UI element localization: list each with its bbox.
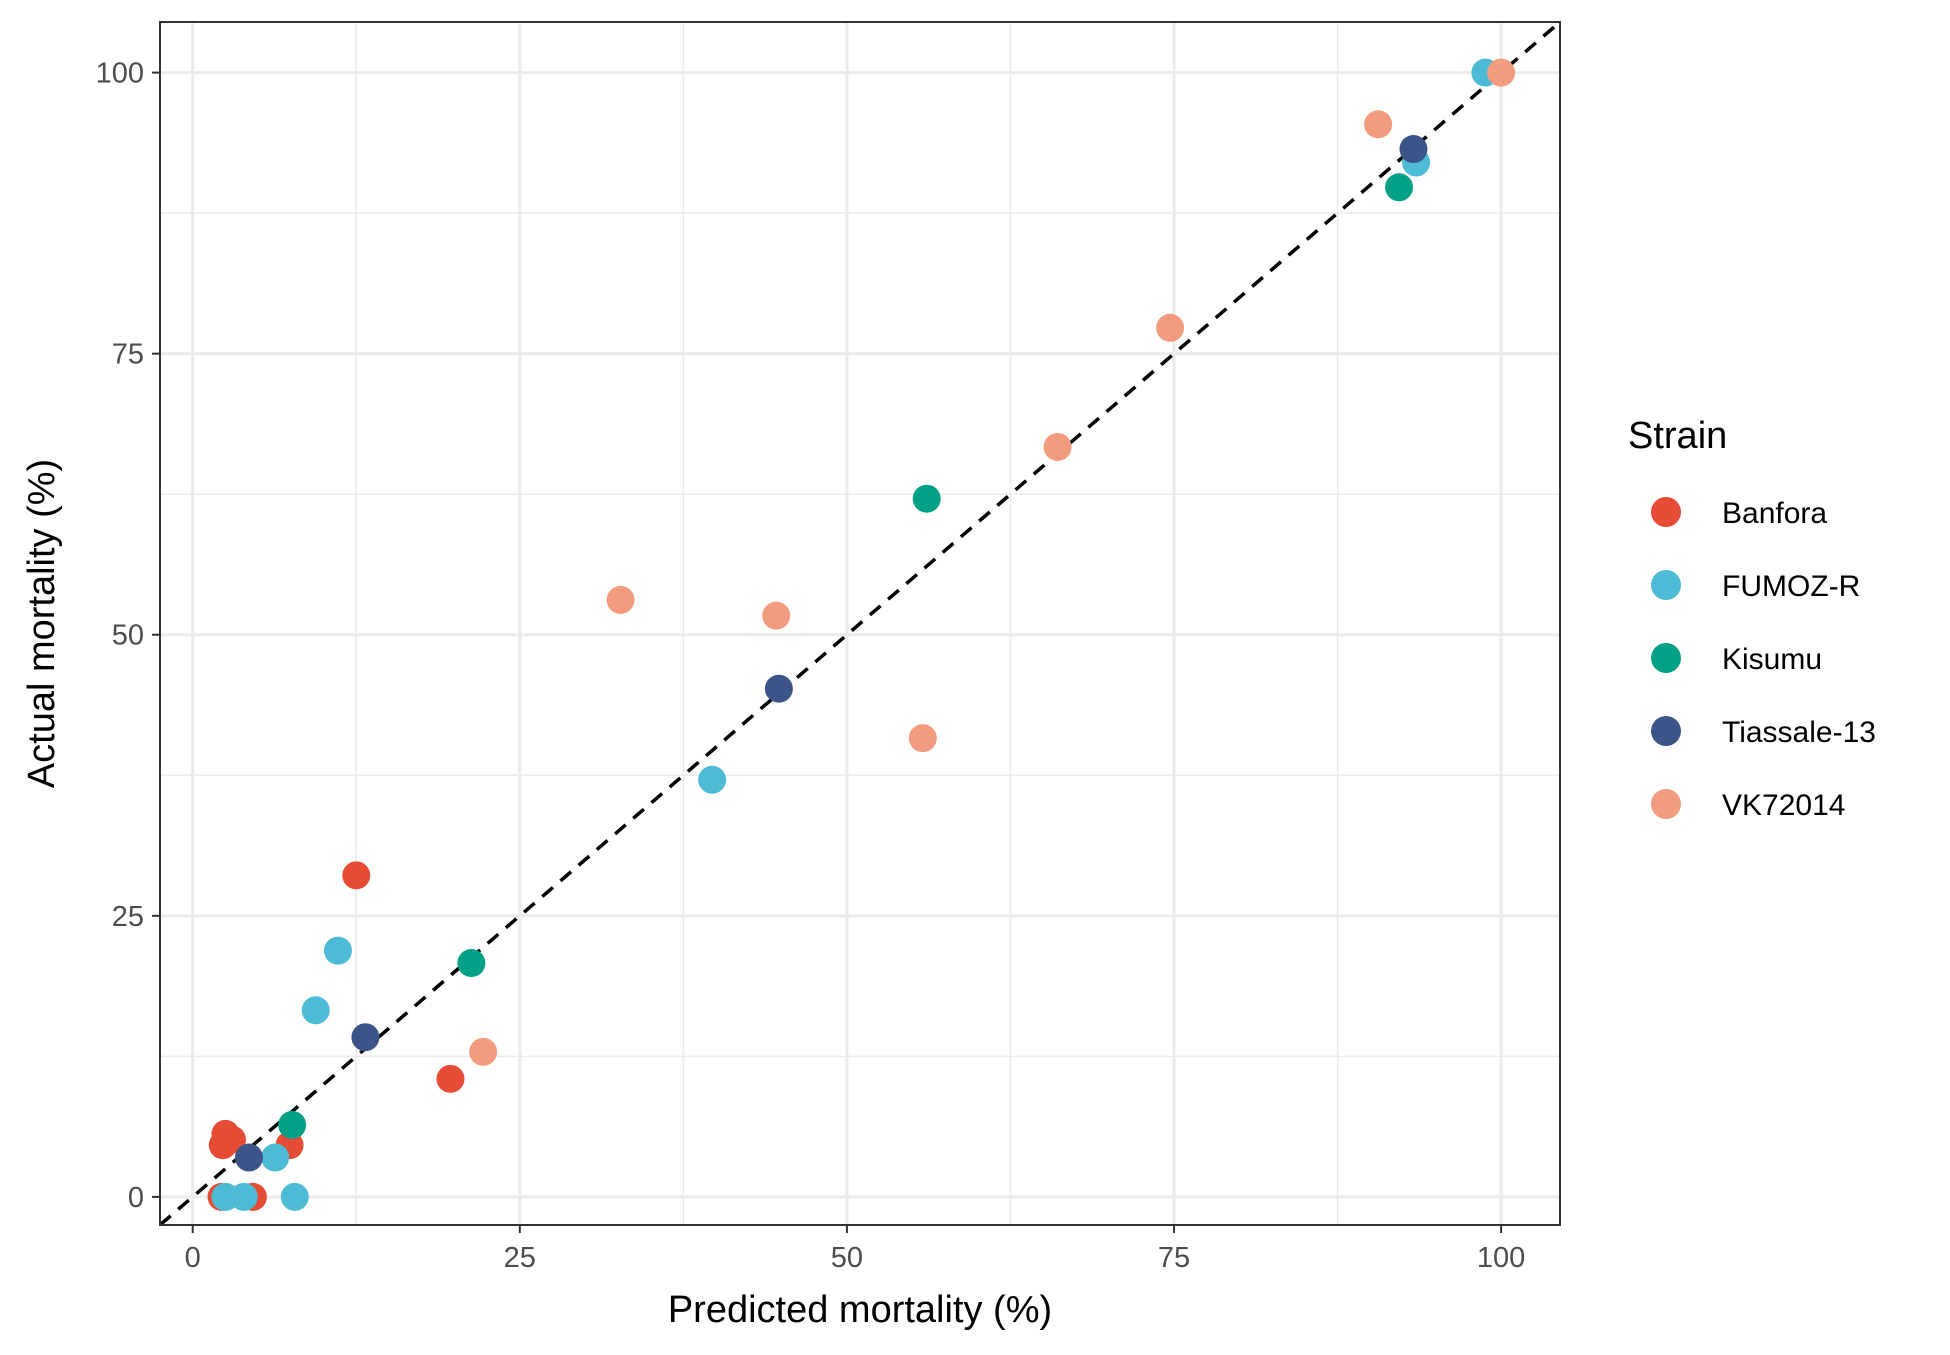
- minor-gridlines: [160, 22, 1560, 1225]
- point-vk72014: [1043, 432, 1072, 461]
- point-tiassale-13: [234, 1143, 263, 1172]
- point-vk72014: [1364, 110, 1393, 139]
- y-tick-label: 50: [112, 620, 144, 652]
- legend-label-kisumu: Kisumu: [1722, 643, 1822, 676]
- data-points: [207, 58, 1516, 1211]
- point-vk72014: [1156, 313, 1185, 342]
- point-kisumu: [1385, 173, 1414, 202]
- x-tick-label: 25: [504, 1242, 536, 1274]
- x-tick-label: 75: [1158, 1242, 1190, 1274]
- point-tiassale-13: [1399, 135, 1428, 164]
- point-vk72014: [908, 724, 937, 753]
- point-vk72014: [762, 601, 791, 630]
- legend-label-tiassale-13: Tiassale-13: [1722, 716, 1876, 749]
- y-axis-title: Actual mortality (%): [21, 459, 63, 788]
- point-fumoz-r: [698, 765, 727, 794]
- point-fumoz-r: [261, 1143, 290, 1172]
- legend-title: Strain: [1628, 415, 1727, 457]
- point-banfora: [217, 1125, 246, 1154]
- legend-key-tiassale-13: [1651, 716, 1681, 746]
- y-tick-label: 0: [128, 1182, 144, 1214]
- point-kisumu: [457, 949, 486, 978]
- point-fumoz-r: [229, 1182, 258, 1211]
- point-vk72014: [1487, 58, 1516, 87]
- legend-label-banfora: Banfora: [1722, 497, 1827, 530]
- point-banfora: [342, 861, 371, 890]
- legend-key-banfora: [1651, 497, 1681, 527]
- legend: Strain Banfora FUMOZ-R Kisumu Tiassale-13 VK…: [1628, 415, 1876, 822]
- y-tick-label: 100: [96, 58, 144, 90]
- point-tiassale-13: [764, 674, 793, 703]
- plot-panel-border: [159, 21, 1561, 1226]
- point-fumoz-r: [301, 996, 330, 1025]
- legend-key-vk72014: [1651, 789, 1681, 819]
- point-fumoz-r: [280, 1182, 309, 1211]
- identity-reference-line: [158, 20, 1562, 1227]
- point-kisumu: [912, 484, 941, 513]
- y-tick-label: 75: [112, 339, 144, 371]
- x-tick-label: 100: [1477, 1242, 1525, 1274]
- legend-key-kisumu: [1651, 643, 1681, 673]
- legend-label-fumoz-r: FUMOZ-R: [1722, 570, 1860, 603]
- x-tick-label: 0: [185, 1242, 201, 1274]
- point-vk72014: [606, 585, 635, 614]
- point-fumoz-r: [323, 936, 352, 965]
- point-kisumu: [278, 1110, 307, 1139]
- reference-line-layer: [158, 20, 1562, 1227]
- x-axis-ticks: 0 25 50 75 100: [185, 1225, 1525, 1274]
- x-tick-label: 50: [831, 1242, 863, 1274]
- legend-key-fumoz-r: [1651, 570, 1681, 600]
- legend-items: Banfora FUMOZ-R Kisumu Tiassale-13 VK72014: [1651, 497, 1876, 822]
- y-tick-label: 25: [112, 901, 144, 933]
- major-gridlines: [160, 22, 1560, 1225]
- point-vk72014: [469, 1037, 498, 1066]
- y-axis-ticks: 0 25 50 75 100: [96, 58, 160, 1214]
- legend-label-vk72014: VK72014: [1722, 789, 1845, 822]
- point-banfora: [436, 1064, 465, 1093]
- point-tiassale-13: [351, 1023, 380, 1052]
- x-axis-title: Predicted mortality (%): [668, 1289, 1052, 1331]
